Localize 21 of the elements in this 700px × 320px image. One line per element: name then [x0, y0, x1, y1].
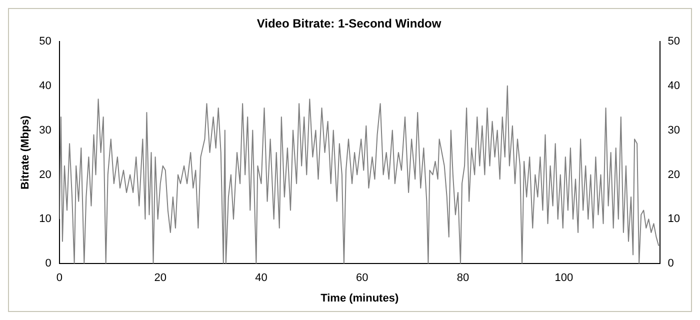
y-tick-label: 20 [39, 168, 52, 181]
x-tick-label: 60 [356, 272, 368, 284]
y2-tick-label: 40 [668, 80, 680, 92]
y2-tick-label: 10 [668, 213, 680, 226]
y-tick-label: 0 [45, 258, 52, 270]
x-tick-label: 0 [56, 272, 62, 284]
y2-tick-label: 30 [668, 124, 680, 136]
y-axis-title: Bitrate (Mbps) [20, 115, 32, 190]
x-axis-title: Time (minutes) [320, 292, 399, 304]
chart-title: Video Bitrate: 1-Second Window [256, 16, 442, 31]
x-tick-label: 100 [554, 272, 574, 284]
y-tick-label: 50 [39, 35, 52, 48]
x-tick-label: 20 [154, 272, 166, 284]
x-tick-label: 80 [456, 272, 470, 284]
y2-tick-label: 50 [668, 35, 680, 48]
y-tick-label: 10 [39, 213, 52, 226]
y2-tick-label: 0 [668, 258, 674, 270]
y-tick-label: 30 [39, 124, 52, 136]
y2-tick-label: 20 [668, 168, 680, 181]
y-tick-label: 40 [39, 80, 52, 92]
x-tick-label: 40 [255, 272, 268, 284]
